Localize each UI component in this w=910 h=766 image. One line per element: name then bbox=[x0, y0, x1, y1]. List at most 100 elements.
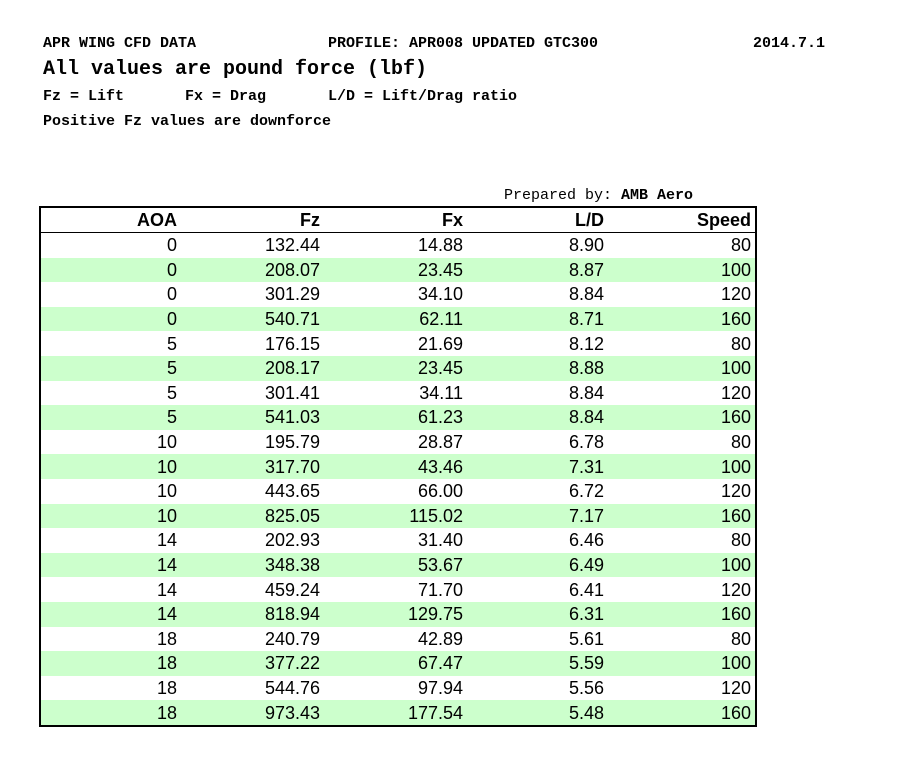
table-cell: 0 bbox=[40, 257, 181, 283]
table-cell: 21.69 bbox=[417, 333, 463, 354]
table-cell: 6.41 bbox=[568, 579, 604, 600]
table-cell: 0 bbox=[166, 235, 177, 256]
table-row: 18 240.79 42.89 5.61 80 bbox=[40, 627, 756, 652]
table-row: 0 540.71 62.11 8.71 160 bbox=[40, 306, 756, 332]
table-cell: 8.87 bbox=[467, 257, 608, 283]
column-header: Speed bbox=[608, 207, 756, 233]
header-profile: PROFILE: APR008 UPDATED GTC300 bbox=[328, 35, 599, 52]
table-cell: 100 bbox=[608, 552, 756, 578]
table-cell: 67.47 bbox=[324, 651, 467, 676]
table-cell: 5 bbox=[166, 382, 177, 403]
table-cell: 202.93 bbox=[264, 530, 320, 551]
header-row: AOA Fz Fx L/D Speed bbox=[40, 207, 756, 233]
table-row: 14 348.38 53.67 6.49 100 bbox=[40, 552, 756, 578]
table-cell: 10 bbox=[40, 454, 181, 479]
table-cell: 5 bbox=[40, 355, 181, 381]
table-cell: 18 bbox=[156, 677, 177, 698]
table-cell: 132.44 bbox=[264, 235, 320, 256]
table-cell: 160 bbox=[608, 601, 756, 627]
table-cell: 23.45 bbox=[324, 355, 467, 381]
table-cell: 80 bbox=[730, 628, 751, 649]
table-cell: 7.17 bbox=[467, 503, 608, 529]
table-cell: 6.31 bbox=[467, 601, 608, 627]
table-cell: 8.90 bbox=[568, 235, 604, 256]
table-cell: 459.24 bbox=[264, 579, 320, 600]
prepared-label: Prepared by: bbox=[504, 187, 613, 204]
table-cell: 120 bbox=[720, 677, 751, 698]
table-cell: 8.84 bbox=[568, 382, 604, 403]
table-cell: 443.65 bbox=[264, 481, 320, 502]
table-cell: 129.75 bbox=[324, 601, 467, 627]
table-row: 14 459.24 71.70 6.41 120 bbox=[40, 577, 756, 602]
table-cell: 120 bbox=[720, 382, 751, 403]
table-cell: 8.88 bbox=[467, 355, 608, 381]
table-row: 10 195.79 28.87 6.78 80 bbox=[40, 430, 756, 455]
table-cell: 160 bbox=[608, 306, 756, 332]
table-row: 5 301.41 34.11 8.84 120 bbox=[40, 381, 756, 406]
table-cell: 6.46 bbox=[568, 530, 604, 551]
header-title: APR WING CFD DATA bbox=[43, 35, 197, 52]
table-cell: 544.76 bbox=[264, 677, 320, 698]
header-units: All values are pound force (lbf) bbox=[43, 58, 428, 81]
column-header: L/D bbox=[467, 207, 608, 233]
table-row: 10 443.65 66.00 6.72 120 bbox=[40, 479, 756, 504]
column-header: AOA bbox=[40, 207, 181, 233]
table-cell: 62.11 bbox=[324, 306, 467, 332]
table-row: 0 208.07 23.45 8.87 100 bbox=[40, 257, 756, 283]
table-row: 0 132.44 14.88 8.90 80 bbox=[40, 233, 756, 258]
table-cell: 317.70 bbox=[181, 454, 324, 479]
table-cell: 42.89 bbox=[417, 628, 463, 649]
table-cell: 8.84 bbox=[467, 405, 608, 430]
table-cell: 5.48 bbox=[467, 700, 608, 726]
table-cell: 240.79 bbox=[264, 628, 320, 649]
table-cell: 14 bbox=[156, 530, 177, 551]
table-cell: 5.56 bbox=[568, 677, 604, 698]
table-cell: 80 bbox=[730, 333, 751, 354]
table-row: 5 176.15 21.69 8.12 80 bbox=[40, 331, 756, 356]
table-cell: 177.54 bbox=[324, 700, 467, 726]
table-cell: 14.88 bbox=[417, 235, 463, 256]
table-cell: 5.59 bbox=[467, 651, 608, 676]
table-cell: 120 bbox=[720, 284, 751, 305]
table-cell: 301.41 bbox=[264, 382, 320, 403]
table-cell: 160 bbox=[608, 503, 756, 529]
table-cell: 31.40 bbox=[417, 530, 463, 551]
data-table: AOA Fz Fx L/D Speed 0 132.44 14.88 8.90 80 0 208.0… bbox=[39, 206, 757, 727]
table-cell: 825.05 bbox=[181, 503, 324, 529]
legend-lift: Fz = Lift bbox=[43, 88, 125, 105]
legend-drag: Fx = Drag bbox=[185, 88, 267, 105]
table-cell: 10 bbox=[156, 432, 177, 453]
table-cell: 14 bbox=[40, 552, 181, 578]
table-cell: 8.12 bbox=[568, 333, 604, 354]
table-cell: 5 bbox=[166, 333, 177, 354]
table-cell: 23.45 bbox=[324, 257, 467, 283]
table-cell: 160 bbox=[608, 405, 756, 430]
table-cell: 208.17 bbox=[181, 355, 324, 381]
table-cell: 61.23 bbox=[324, 405, 467, 430]
table-cell: 34.10 bbox=[417, 284, 463, 305]
table-cell: 28.87 bbox=[417, 432, 463, 453]
table-cell: 115.02 bbox=[324, 503, 467, 529]
prepared-by: Prepared by: AMB Aero bbox=[504, 187, 693, 204]
header-note: Positive Fz values are downforce bbox=[43, 113, 332, 130]
table-cell: 10 bbox=[156, 481, 177, 502]
table-cell: 540.71 bbox=[181, 306, 324, 332]
table-cell: 5 bbox=[40, 405, 181, 430]
table-cell: 7.31 bbox=[467, 454, 608, 479]
table-cell: 18 bbox=[40, 651, 181, 676]
legend-ratio: L/D = Lift/Drag ratio bbox=[328, 88, 518, 105]
table-cell: 120 bbox=[720, 481, 751, 502]
table-cell: 0 bbox=[166, 284, 177, 305]
table-cell: 18 bbox=[40, 700, 181, 726]
column-header: Fz bbox=[181, 207, 324, 233]
column-header: Fx bbox=[324, 207, 467, 233]
table-cell: 14 bbox=[40, 601, 181, 627]
table-cell: 973.43 bbox=[181, 700, 324, 726]
table-cell: 160 bbox=[608, 700, 756, 726]
table-cell: 34.11 bbox=[419, 382, 463, 403]
table-cell: 71.70 bbox=[417, 579, 463, 600]
table-cell: 8.71 bbox=[467, 306, 608, 332]
table-row: 5 541.03 61.23 8.84 160 bbox=[40, 405, 756, 430]
table-cell: 18 bbox=[156, 628, 177, 649]
table-cell: 5.61 bbox=[568, 628, 604, 649]
